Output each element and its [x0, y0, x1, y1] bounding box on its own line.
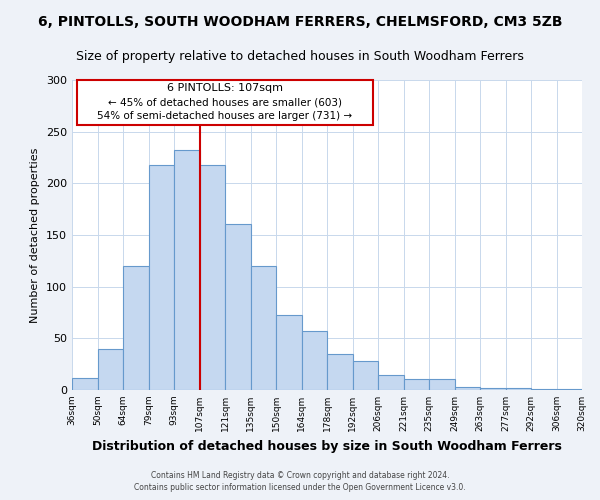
Text: 6, PINTOLLS, SOUTH WOODHAM FERRERS, CHELMSFORD, CM3 5ZB: 6, PINTOLLS, SOUTH WOODHAM FERRERS, CHEL…	[38, 15, 562, 29]
Bar	[199, 164, 225, 390]
Bar	[327, 354, 353, 390]
Bar	[557, 389, 582, 390]
Bar	[123, 266, 149, 390]
Bar	[302, 331, 327, 390]
Bar	[455, 387, 480, 390]
Text: 54% of semi-detached houses are larger (731) →: 54% of semi-detached houses are larger (…	[97, 111, 353, 121]
Bar	[276, 314, 302, 390]
Bar	[251, 266, 276, 390]
FancyBboxPatch shape	[77, 80, 373, 125]
Bar	[404, 378, 429, 390]
Text: Contains public sector information licensed under the Open Government Licence v3: Contains public sector information licen…	[134, 484, 466, 492]
Text: 6 PINTOLLS: 107sqm: 6 PINTOLLS: 107sqm	[167, 83, 283, 93]
Bar	[174, 150, 199, 390]
Bar	[72, 378, 97, 390]
Bar	[429, 378, 455, 390]
Bar	[149, 164, 174, 390]
X-axis label: Distribution of detached houses by size in South Woodham Ferrers: Distribution of detached houses by size …	[92, 440, 562, 452]
Bar	[531, 389, 557, 390]
Y-axis label: Number of detached properties: Number of detached properties	[31, 148, 40, 322]
Bar	[480, 388, 505, 390]
Bar	[353, 361, 378, 390]
Bar	[505, 388, 531, 390]
Bar	[97, 348, 123, 390]
Bar	[225, 224, 251, 390]
Text: Contains HM Land Registry data © Crown copyright and database right 2024.: Contains HM Land Registry data © Crown c…	[151, 471, 449, 480]
Text: Size of property relative to detached houses in South Woodham Ferrers: Size of property relative to detached ho…	[76, 50, 524, 63]
Bar	[378, 374, 404, 390]
Text: ← 45% of detached houses are smaller (603): ← 45% of detached houses are smaller (60…	[108, 97, 342, 107]
